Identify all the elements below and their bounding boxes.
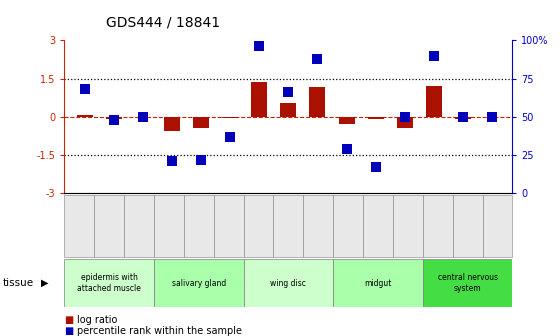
Bar bbox=[106, 117, 122, 119]
Point bbox=[109, 117, 118, 123]
Point bbox=[342, 146, 351, 152]
Text: GSM4534: GSM4534 bbox=[313, 198, 322, 236]
Text: ■: ■ bbox=[64, 315, 74, 325]
Bar bbox=[281, 103, 296, 117]
Text: GSM4541: GSM4541 bbox=[342, 198, 351, 236]
Bar bbox=[164, 117, 180, 131]
Bar bbox=[333, 259, 423, 307]
Bar bbox=[64, 259, 154, 307]
Point bbox=[459, 114, 468, 120]
Text: epidermis with
attached muscle: epidermis with attached muscle bbox=[77, 274, 141, 293]
Text: GDS444 / 18841: GDS444 / 18841 bbox=[106, 15, 221, 29]
Point bbox=[400, 114, 409, 120]
Bar bbox=[154, 259, 244, 307]
Text: tissue: tissue bbox=[3, 278, 34, 288]
Text: GSM4490: GSM4490 bbox=[80, 198, 89, 236]
Text: ▶: ▶ bbox=[41, 278, 48, 288]
Text: central nervous
system: central nervous system bbox=[437, 274, 498, 293]
Text: GSM4559: GSM4559 bbox=[430, 198, 438, 237]
Bar bbox=[244, 259, 333, 307]
Text: log ratio: log ratio bbox=[77, 315, 117, 325]
Text: GSM4564: GSM4564 bbox=[459, 198, 468, 236]
Text: GSM4547: GSM4547 bbox=[371, 198, 380, 237]
Point bbox=[371, 165, 380, 170]
Bar bbox=[339, 117, 354, 124]
Text: GSM4552: GSM4552 bbox=[400, 198, 409, 237]
Point bbox=[255, 44, 264, 49]
Bar bbox=[397, 117, 413, 128]
Bar bbox=[368, 117, 384, 119]
Point bbox=[226, 134, 235, 139]
Point bbox=[488, 114, 497, 120]
Text: GSM4520: GSM4520 bbox=[226, 198, 235, 237]
Text: GSM4568: GSM4568 bbox=[488, 198, 497, 236]
Text: GSM4530: GSM4530 bbox=[284, 198, 293, 236]
Bar bbox=[77, 115, 93, 117]
Bar bbox=[193, 117, 209, 128]
Text: percentile rank within the sample: percentile rank within the sample bbox=[77, 326, 242, 336]
Bar bbox=[455, 117, 471, 119]
Text: midgut: midgut bbox=[365, 279, 391, 288]
Bar bbox=[222, 117, 238, 118]
Text: GSM4515: GSM4515 bbox=[197, 198, 206, 237]
Point bbox=[80, 87, 89, 92]
Point bbox=[138, 114, 147, 120]
Bar bbox=[251, 82, 267, 117]
Text: ■: ■ bbox=[64, 326, 74, 336]
Text: GSM4492: GSM4492 bbox=[138, 198, 147, 237]
Point bbox=[284, 90, 293, 95]
Text: wing disc: wing disc bbox=[270, 279, 306, 288]
Bar bbox=[426, 86, 442, 117]
Bar bbox=[310, 87, 325, 117]
Point bbox=[197, 157, 206, 162]
Point bbox=[430, 53, 438, 58]
Text: GSM4491: GSM4491 bbox=[109, 198, 118, 236]
Text: salivary gland: salivary gland bbox=[172, 279, 226, 288]
Point bbox=[313, 56, 322, 61]
Bar bbox=[423, 259, 512, 307]
Text: GSM4524: GSM4524 bbox=[255, 198, 264, 237]
Point bbox=[167, 158, 176, 164]
Text: GSM4508: GSM4508 bbox=[167, 198, 176, 236]
